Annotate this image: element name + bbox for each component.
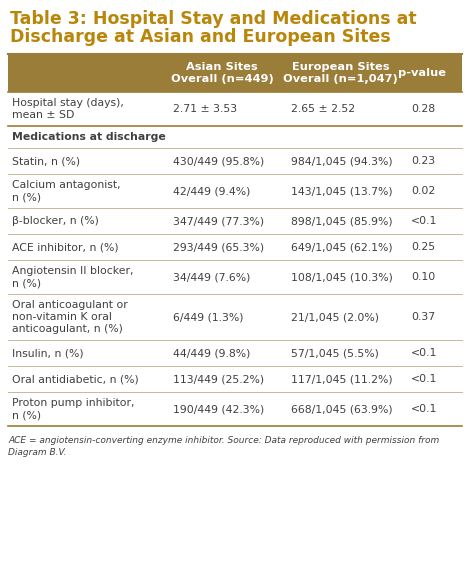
- Text: 668/1,045 (63.9%): 668/1,045 (63.9%): [291, 404, 393, 414]
- Text: 430/449 (95.8%): 430/449 (95.8%): [173, 156, 265, 166]
- Text: Discharge at Asian and European Sites: Discharge at Asian and European Sites: [10, 28, 391, 46]
- Text: <0.1: <0.1: [411, 348, 438, 358]
- Text: 0.10: 0.10: [411, 272, 436, 282]
- Text: Angiotensin II blocker,
n (%): Angiotensin II blocker, n (%): [12, 266, 133, 288]
- Text: p-value: p-value: [398, 68, 446, 78]
- Text: 0.28: 0.28: [411, 104, 435, 114]
- Text: Oral antidiabetic, n (%): Oral antidiabetic, n (%): [12, 374, 139, 384]
- Text: 42/449 (9.4%): 42/449 (9.4%): [173, 186, 251, 196]
- Text: 0.02: 0.02: [411, 186, 436, 196]
- Text: Proton pump inhibitor,
n (%): Proton pump inhibitor, n (%): [12, 398, 134, 420]
- Text: 293/449 (65.3%): 293/449 (65.3%): [173, 242, 264, 252]
- Text: 649/1,045 (62.1%): 649/1,045 (62.1%): [291, 242, 393, 252]
- Text: <0.1: <0.1: [411, 374, 438, 384]
- Text: ACE inhibitor, n (%): ACE inhibitor, n (%): [12, 242, 118, 252]
- Bar: [8, 54, 462, 92]
- Text: 108/1,045 (10.3%): 108/1,045 (10.3%): [291, 272, 393, 282]
- Text: 2.65 ± 2.52: 2.65 ± 2.52: [291, 104, 355, 114]
- Text: 117/1,045 (11.2%): 117/1,045 (11.2%): [291, 374, 393, 384]
- Text: 984/1,045 (94.3%): 984/1,045 (94.3%): [291, 156, 393, 166]
- Text: 190/449 (42.3%): 190/449 (42.3%): [173, 404, 265, 414]
- Text: <0.1: <0.1: [411, 404, 438, 414]
- Text: 21/1,045 (2.0%): 21/1,045 (2.0%): [291, 312, 379, 322]
- Text: β-blocker, n (%): β-blocker, n (%): [12, 216, 99, 226]
- Text: 347/449 (77.3%): 347/449 (77.3%): [173, 216, 264, 226]
- Text: 0.23: 0.23: [411, 156, 435, 166]
- Text: 0.37: 0.37: [411, 312, 435, 322]
- Text: Oral anticoagulant or
non-vitamin K oral
anticoagulant, n (%): Oral anticoagulant or non-vitamin K oral…: [12, 299, 128, 334]
- Text: Diagram B.V.: Diagram B.V.: [8, 448, 66, 457]
- Text: Statin, n (%): Statin, n (%): [12, 156, 80, 166]
- Text: European Sites
Overall (n=1,047): European Sites Overall (n=1,047): [283, 62, 398, 84]
- Text: 57/1,045 (5.5%): 57/1,045 (5.5%): [291, 348, 379, 358]
- Text: Calcium antagonist,
n (%): Calcium antagonist, n (%): [12, 180, 121, 202]
- Text: <0.1: <0.1: [411, 216, 438, 226]
- Text: 143/1,045 (13.7%): 143/1,045 (13.7%): [291, 186, 393, 196]
- Text: 898/1,045 (85.9%): 898/1,045 (85.9%): [291, 216, 393, 226]
- Text: 6/449 (1.3%): 6/449 (1.3%): [173, 312, 243, 322]
- Text: Hospital stay (days),
mean ± SD: Hospital stay (days), mean ± SD: [12, 98, 124, 120]
- Text: 34/449 (7.6%): 34/449 (7.6%): [173, 272, 251, 282]
- Text: 113/449 (25.2%): 113/449 (25.2%): [173, 374, 264, 384]
- Text: ACE = angiotensin-converting enzyme inhibitor. Source: Data reproduced with perm: ACE = angiotensin-converting enzyme inhi…: [8, 436, 439, 445]
- Text: Insulin, n (%): Insulin, n (%): [12, 348, 84, 358]
- Text: 0.25: 0.25: [411, 242, 435, 252]
- Text: Asian Sites
Overall (n=449): Asian Sites Overall (n=449): [171, 62, 274, 84]
- Text: 44/449 (9.8%): 44/449 (9.8%): [173, 348, 251, 358]
- Text: 2.71 ± 3.53: 2.71 ± 3.53: [173, 104, 237, 114]
- Text: Medications at discharge: Medications at discharge: [12, 132, 166, 142]
- Text: Table 3: Hospital Stay and Medications at: Table 3: Hospital Stay and Medications a…: [10, 10, 416, 28]
